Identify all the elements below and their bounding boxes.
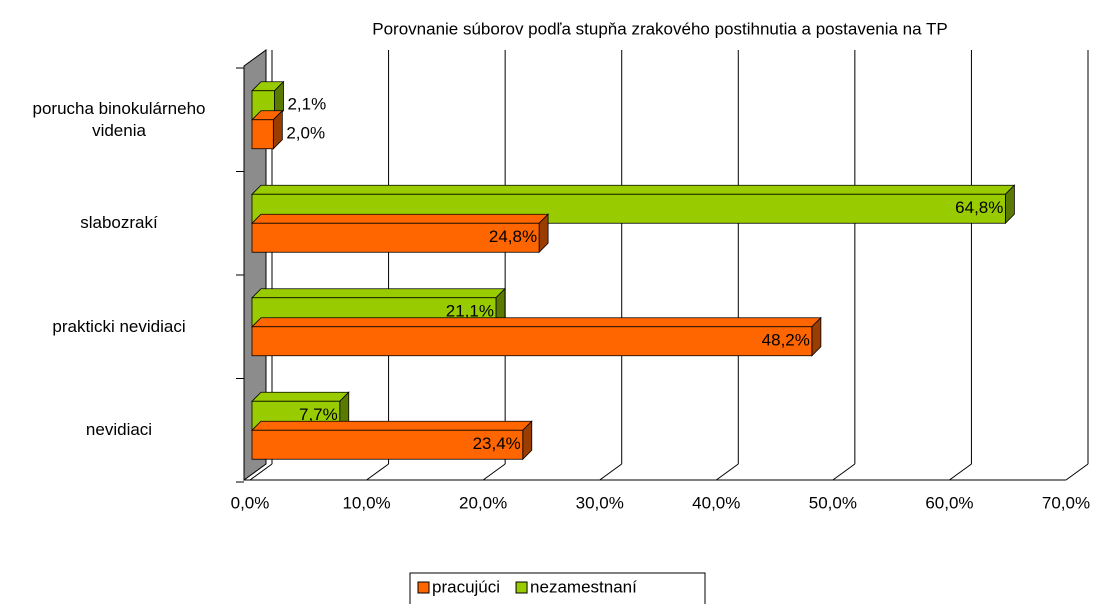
bar-top (251, 420, 533, 431)
value-label: 24,8% (489, 227, 537, 246)
x-tick-label: 50,0% (809, 493, 857, 512)
floor-line (715, 463, 739, 481)
bar-top (251, 184, 1016, 195)
y-tick-label: slabozrakí (80, 213, 158, 233)
y-tick-label: nevidiaci (85, 420, 153, 440)
value-label: 7,7% (299, 405, 338, 424)
y-tick-label: porucha binokulárneho videnia (32, 98, 206, 140)
x-tick-label: 70,0% (1042, 493, 1090, 512)
x-tick-label: 60,0% (925, 493, 973, 512)
floor-line (249, 463, 273, 481)
bar (251, 213, 550, 254)
floor-line (1065, 463, 1089, 481)
bar-top (251, 288, 506, 299)
bar-front (251, 326, 813, 357)
bar (251, 184, 1016, 225)
legend-swatch (515, 581, 528, 594)
value-label: 2,1% (287, 95, 326, 114)
bar-front (251, 119, 274, 150)
chart-title: Porovnanie súborov podľa stupňa zrakovéh… (372, 19, 947, 38)
bar-top (251, 213, 550, 224)
floor-line (599, 463, 623, 481)
bar-front (251, 222, 540, 253)
floor-line (832, 463, 856, 481)
legend-swatch (417, 581, 430, 594)
x-tick-label: 10,0% (342, 493, 390, 512)
y-tick-label: prakticki nevidiaci (52, 316, 186, 336)
bar (251, 316, 822, 357)
x-tick-label: 20,0% (459, 493, 507, 512)
bar-top (251, 391, 350, 402)
value-label: 23,4% (473, 434, 521, 453)
value-label: 48,2% (762, 331, 810, 350)
legend-label: nezamestnaní (530, 577, 637, 596)
bar-front (251, 429, 524, 460)
floor-line (482, 463, 506, 481)
legend-label: pracujúci (432, 577, 500, 596)
value-label: 2,0% (286, 124, 325, 143)
floor-line (949, 463, 972, 481)
bar (251, 109, 284, 150)
bar (251, 420, 533, 461)
legend-box (409, 572, 706, 604)
x-tick-label: 0,0% (231, 493, 270, 512)
bar-top (251, 317, 822, 328)
x-tick-label: 40,0% (692, 493, 740, 512)
value-label: 64,8% (955, 198, 1003, 217)
value-label: 21,1% (446, 302, 494, 321)
floor-line (366, 463, 389, 481)
x-tick-label: 30,0% (576, 493, 624, 512)
